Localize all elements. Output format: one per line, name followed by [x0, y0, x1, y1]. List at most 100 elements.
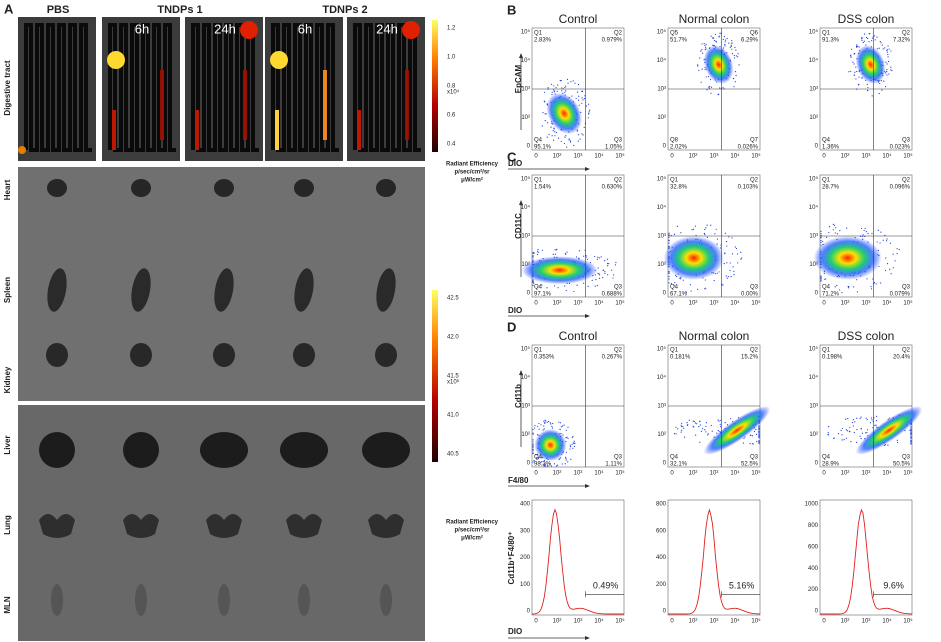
event-dot [693, 420, 695, 423]
event-dot [894, 260, 896, 262]
event-dot [710, 424, 712, 427]
event-dot [866, 278, 868, 280]
event-dot [575, 97, 577, 100]
event-dot [879, 40, 881, 43]
event-dot [668, 272, 670, 274]
y-tick-label: 10⁵ [809, 29, 819, 36]
event-dot [833, 437, 835, 439]
plot-title: Normal colon [679, 12, 750, 26]
event-dot [599, 274, 601, 276]
event-dot [890, 273, 892, 275]
event-dot [708, 87, 710, 89]
event-dot [552, 130, 554, 132]
event-dot [681, 425, 683, 428]
event-dot [741, 257, 743, 259]
event-dot [887, 45, 889, 47]
event-dot [551, 425, 553, 427]
event-dot [865, 231, 867, 233]
event-dot [689, 284, 691, 286]
event-dot [891, 70, 893, 72]
event-dot [680, 431, 682, 433]
event-dot [573, 440, 575, 442]
intestine [191, 23, 259, 152]
event-dot [598, 277, 601, 279]
density [663, 235, 724, 280]
quadrant-percent: 1.54% [534, 185, 552, 191]
event-dot [543, 91, 546, 94]
quadrant-percent: 1.11% [605, 462, 622, 468]
quadrant-name: Q2 [902, 348, 911, 354]
quadrant-percent: 71.2% [822, 292, 840, 298]
event-dot [563, 424, 565, 426]
event-dot [736, 253, 739, 255]
x-tick-label: 10² [553, 154, 562, 160]
event-dot [680, 278, 682, 280]
event-dot [569, 141, 572, 143]
event-dot [852, 425, 854, 427]
organ [47, 268, 67, 312]
event-dot [555, 132, 558, 134]
event-dot [707, 76, 710, 78]
density [703, 406, 771, 455]
event-dot [692, 420, 694, 422]
event-dot [820, 241, 822, 244]
event-dot [575, 256, 578, 258]
quadrant-name: Q3 [902, 455, 911, 461]
event-dot [532, 429, 534, 431]
organ [218, 584, 230, 616]
event-dot [851, 421, 854, 424]
quadrant-name: Q4 [670, 285, 679, 291]
event-dot [755, 428, 757, 431]
colorbar-tick: 0.4 [447, 142, 456, 148]
axis-label: F4/80 [508, 476, 529, 485]
event-dot [855, 78, 857, 80]
event-dot [714, 233, 716, 235]
x-tick-label: 0 [670, 471, 674, 477]
event-dot [886, 68, 888, 71]
event-dot [859, 418, 861, 420]
y-tick-label: 10³ [521, 87, 530, 93]
event-dot [585, 105, 588, 107]
event-dot [710, 86, 713, 88]
event-dot [725, 39, 727, 41]
y-tick-label: 10³ [809, 234, 818, 240]
event-dot [607, 265, 609, 267]
event-dot [703, 232, 705, 234]
x-tick-label: 10³ [862, 619, 871, 625]
event-dot [705, 227, 707, 229]
density [855, 406, 923, 455]
event-dot [587, 117, 589, 119]
event-dot [874, 39, 876, 41]
event-dot [537, 251, 539, 254]
event-dot [595, 279, 597, 281]
quadrant-name: Q1 [534, 348, 543, 354]
x-tick-label: 10⁵ [903, 618, 913, 625]
event-dot [532, 281, 534, 283]
event-dot [875, 424, 877, 426]
event-dot [878, 92, 880, 95]
event-dot [596, 258, 598, 260]
event-dot [723, 263, 725, 265]
panel-label: B [507, 2, 516, 17]
plot-frame [819, 499, 913, 616]
organ [380, 584, 392, 616]
event-dot [723, 36, 725, 38]
signal [107, 51, 125, 69]
colorbar-multiplier: x10⁶ [447, 379, 460, 386]
event-dot [857, 45, 859, 48]
axis-label: DIO [508, 627, 522, 636]
x-tick-label: 10⁴ [594, 300, 604, 307]
y-tick-label: 10⁵ [521, 29, 531, 36]
event-dot [565, 253, 567, 255]
colorbar-units: μW/cm² [461, 535, 483, 542]
intestine [24, 23, 92, 152]
event-dot [588, 113, 590, 115]
event-dot [677, 428, 679, 430]
event-dot [879, 242, 881, 244]
quadrant-percent: 0.079% [890, 292, 911, 298]
event-dot [597, 272, 599, 274]
event-dot [728, 236, 730, 238]
quadrant-percent: 7.32% [893, 38, 911, 44]
event-dot [853, 74, 856, 76]
